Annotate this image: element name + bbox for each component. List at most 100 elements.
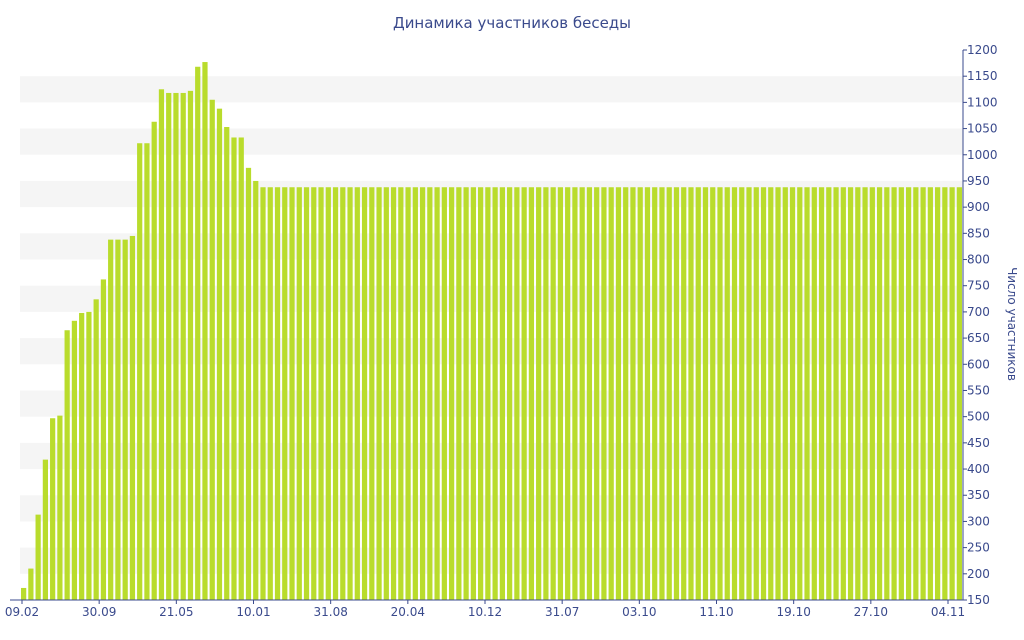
x-tick-label: 11.10 (699, 605, 733, 619)
chart-title: Динамика участников беседы (393, 14, 631, 32)
bar (441, 187, 447, 600)
y-tick-label: 350 (967, 488, 990, 502)
bar (507, 187, 513, 600)
bar (905, 187, 912, 600)
bar (891, 187, 897, 600)
bar (253, 180, 259, 600)
bar (158, 89, 165, 601)
bar (579, 187, 585, 600)
y-tick-label: 200 (967, 567, 990, 581)
bar (129, 235, 136, 600)
bar (739, 187, 745, 600)
bar (927, 187, 933, 600)
y-tick-label: 750 (967, 279, 990, 293)
bar (50, 418, 56, 600)
bar (492, 187, 498, 600)
bar (434, 187, 440, 600)
bar (35, 514, 41, 600)
bar (746, 187, 752, 600)
bar (557, 187, 564, 600)
bar (775, 187, 781, 600)
bar (28, 568, 34, 600)
y-tick-label: 1200 (967, 43, 998, 57)
x-tick-label: 03.10 (622, 605, 656, 619)
x-tick-label: 31.07 (545, 605, 579, 619)
bar (180, 92, 186, 600)
bar (347, 187, 353, 600)
bar (296, 187, 302, 600)
bar (100, 279, 107, 600)
bar (282, 187, 288, 600)
bar (753, 187, 759, 600)
bar (717, 187, 723, 600)
bar (267, 187, 273, 600)
bar (608, 187, 614, 600)
y-tick-label: 600 (967, 357, 990, 371)
bar (187, 90, 194, 600)
bar (789, 187, 796, 600)
bar (325, 187, 331, 600)
bar (630, 187, 636, 600)
bar (478, 187, 484, 600)
bar (42, 459, 48, 600)
y-tick-label: 150 (967, 593, 990, 607)
bar (724, 187, 730, 600)
bar (731, 187, 738, 600)
bar (840, 187, 846, 600)
bar (289, 187, 295, 600)
bar (782, 187, 788, 600)
bar (216, 108, 223, 601)
bar (898, 187, 904, 600)
bar (710, 187, 716, 600)
y-tick-label: 650 (967, 331, 990, 345)
y-tick-label: 950 (967, 174, 990, 188)
x-axis-ticks: 09.02 30.09 21.05 10.01 31.08 20.04 10.12 31.07… (5, 600, 965, 619)
bar-series (21, 62, 962, 601)
bar (21, 587, 27, 600)
y-tick-label: 700 (967, 305, 990, 319)
x-tick-label: 20.04 (391, 605, 425, 619)
bar (390, 187, 397, 600)
x-tick-label: 04.11 (931, 605, 965, 619)
bar (623, 187, 629, 600)
bar (521, 187, 527, 600)
bar (238, 137, 244, 600)
bar (64, 330, 70, 600)
bar (681, 187, 687, 600)
bar (260, 187, 266, 600)
x-tick-label: 30.09 (82, 605, 116, 619)
bar (376, 187, 382, 600)
bar (93, 299, 99, 600)
x-tick-label: 10.12 (468, 605, 502, 619)
bar (942, 187, 948, 600)
bar (550, 187, 556, 600)
bar (601, 187, 607, 600)
bar (166, 92, 172, 600)
y-tick-label: 550 (967, 383, 990, 397)
bar (71, 320, 78, 600)
bar (688, 187, 694, 600)
bar (811, 187, 817, 600)
bar (637, 187, 643, 600)
y-tick-label: 300 (967, 514, 990, 528)
bar (869, 187, 875, 600)
x-tick-label: 27.10 (854, 605, 888, 619)
bar (884, 187, 890, 600)
bar (144, 143, 150, 600)
y-tick-label: 1050 (967, 122, 998, 136)
bar (137, 143, 143, 600)
bar (644, 187, 651, 600)
bar (108, 239, 114, 600)
bar (615, 187, 622, 600)
bar (354, 187, 360, 600)
bar (318, 187, 324, 600)
bar (826, 187, 832, 600)
bar (448, 187, 455, 600)
bar (456, 187, 462, 600)
bar (86, 311, 92, 600)
bar (920, 187, 926, 600)
bar (935, 187, 941, 600)
bar (303, 187, 310, 600)
